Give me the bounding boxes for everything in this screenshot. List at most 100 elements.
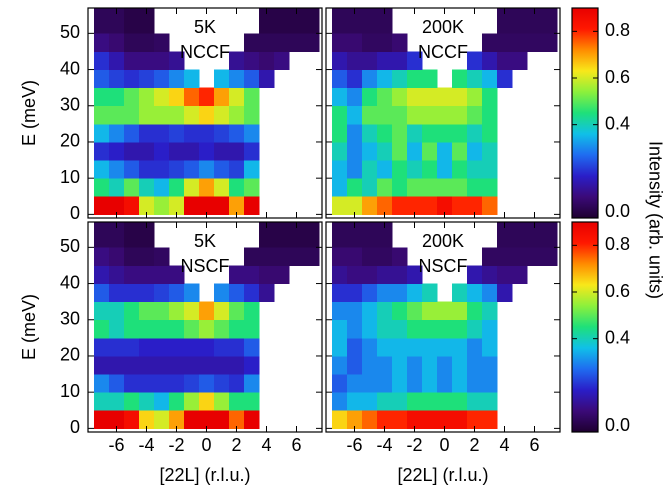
heat-cell — [407, 392, 423, 411]
heat-cell — [154, 283, 170, 303]
heat-cell — [467, 123, 483, 143]
heat-cell — [244, 87, 260, 107]
heat-cell — [304, 222, 320, 248]
heat-cell — [94, 87, 110, 107]
heat-cell — [452, 374, 468, 393]
y-axis-label: E (meV) — [19, 294, 39, 360]
heat-cell — [467, 374, 483, 393]
heat-cell — [229, 105, 245, 125]
heat-cell — [482, 337, 498, 357]
heat-cell — [392, 410, 408, 429]
heat-cell — [467, 319, 483, 339]
y-tick-label: 30 — [60, 309, 80, 329]
heat-cell — [377, 160, 393, 179]
heat-cell — [244, 33, 260, 52]
heat-cell — [467, 355, 483, 375]
heat-cell — [169, 337, 185, 357]
x-tick-label: -2 — [406, 435, 422, 455]
heat-cell — [467, 196, 483, 215]
heat-cell — [482, 265, 498, 284]
heat-cell — [184, 196, 200, 215]
panel-annotation: 200K — [422, 231, 464, 251]
heat-cell — [124, 51, 140, 70]
heat-cell — [259, 247, 275, 266]
heat-cell — [467, 410, 483, 429]
heat-cell — [244, 265, 260, 284]
heat-cell — [109, 160, 125, 179]
heat-cell — [392, 51, 408, 70]
heat-cell — [169, 265, 185, 284]
heat-cell — [214, 374, 230, 393]
heat-cell — [512, 222, 528, 248]
heat-cell — [512, 265, 528, 284]
heat-cell — [109, 51, 125, 70]
y-tick-label: 10 — [60, 167, 80, 187]
heat-cell — [332, 178, 348, 197]
heat-cell — [392, 69, 408, 89]
heat-cell — [437, 374, 453, 393]
heat-cell — [244, 69, 260, 89]
x-tick-label: 6 — [529, 435, 539, 455]
heat-cell — [154, 105, 170, 125]
heat-cell — [199, 374, 215, 393]
heat-cell — [124, 355, 140, 375]
heat-cell — [362, 410, 378, 429]
heat-cell — [497, 265, 513, 284]
heat-cell — [362, 87, 378, 107]
heat-cell — [542, 247, 558, 266]
heat-cell — [94, 319, 110, 339]
heat-cell — [347, 247, 363, 266]
heat-cell — [362, 247, 378, 266]
heat-cell — [94, 222, 110, 248]
heat-cell — [542, 8, 558, 34]
colorbar-tick-label: 0.8 — [605, 234, 630, 254]
heat-cell — [362, 301, 378, 321]
heat-cell — [377, 33, 393, 52]
heat-cell — [199, 123, 215, 143]
y-tick-label: 0 — [70, 203, 80, 223]
heat-cell — [407, 123, 423, 143]
heat-cell — [214, 355, 230, 375]
heat-cell — [169, 196, 185, 215]
heat-cell — [244, 160, 260, 179]
heat-cell — [229, 355, 245, 375]
heat-cell — [482, 105, 498, 125]
heat-cell — [422, 319, 438, 339]
heat-cell — [154, 51, 170, 70]
heat-cell — [139, 392, 155, 411]
heat-cell — [259, 51, 275, 70]
colorbar-tick-label: 0.0 — [605, 415, 630, 435]
heat-cell — [109, 123, 125, 143]
heat-cell — [229, 69, 245, 89]
heat-cell — [154, 87, 170, 107]
heat-cell — [527, 222, 543, 248]
heat-cell — [124, 392, 140, 411]
heat-cell — [512, 33, 528, 52]
heat-cell — [422, 337, 438, 357]
heat-cell — [214, 196, 230, 215]
heat-cell — [422, 301, 438, 321]
y-tick-label: 0 — [70, 417, 80, 437]
heat-cell — [199, 410, 215, 429]
heat-cell — [377, 337, 393, 357]
heat-cell — [482, 283, 498, 303]
heat-cell — [244, 51, 260, 70]
heat-cell — [392, 374, 408, 393]
heat-cell — [362, 160, 378, 179]
heat-cell — [94, 8, 110, 34]
heat-cell — [362, 337, 378, 357]
heat-cell — [467, 141, 483, 161]
heatmap — [94, 222, 320, 429]
heat-cell — [362, 33, 378, 52]
heat-cell — [407, 141, 423, 161]
heat-cell — [407, 51, 423, 70]
heat-cell — [392, 265, 408, 284]
heat-cell — [244, 374, 260, 393]
heat-cell — [109, 33, 125, 52]
heat-cell — [139, 69, 155, 89]
heat-cell — [169, 123, 185, 143]
heat-cell — [452, 319, 468, 339]
heat-cell — [332, 222, 348, 248]
heat-cell — [437, 141, 453, 161]
x-tick-label: 2 — [231, 435, 241, 455]
